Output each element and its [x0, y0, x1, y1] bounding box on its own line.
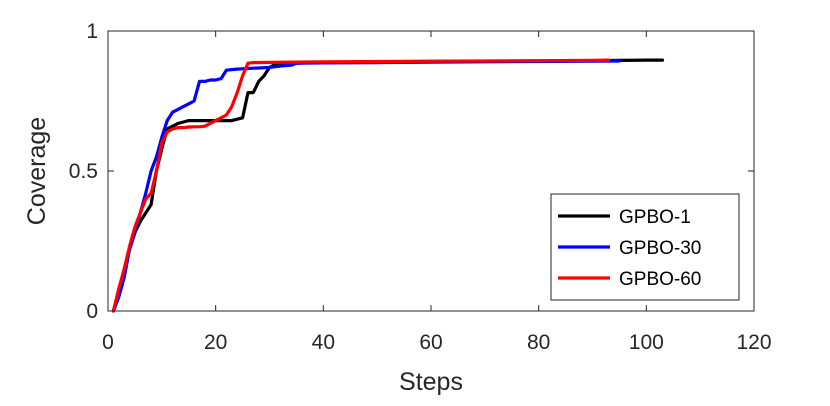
legend-label-gpbo-30: GPBO-30	[619, 238, 701, 259]
x-tick-label: 20	[204, 331, 227, 354]
x-tick-label: 0	[102, 331, 114, 354]
legend: GPBO-1 GPBO-30 GPBO-60	[550, 193, 740, 301]
y-tick-label: 1	[86, 20, 98, 43]
x-tick-label: 80	[527, 331, 550, 354]
x-tick-label: 100	[629, 331, 664, 354]
x-tick-label: 40	[312, 331, 335, 354]
legend-label-gpbo-1: GPBO-1	[619, 207, 691, 228]
x-axis-label: Steps	[399, 368, 463, 396]
series-line-gpbo-60	[111, 58, 611, 313]
x-tick-label: 60	[419, 331, 442, 354]
legend-label-gpbo-60: GPBO-60	[619, 269, 701, 290]
y-tick-label: 0	[86, 300, 98, 323]
x-tick-label: 120	[736, 331, 771, 354]
series-layer	[111, 58, 665, 313]
y-axis-label: Coverage	[23, 117, 51, 225]
y-tick-label: 0.5	[69, 160, 98, 183]
ticks-layer: 0 20 40 60 80 100 120 0 0.5 1	[69, 20, 772, 354]
